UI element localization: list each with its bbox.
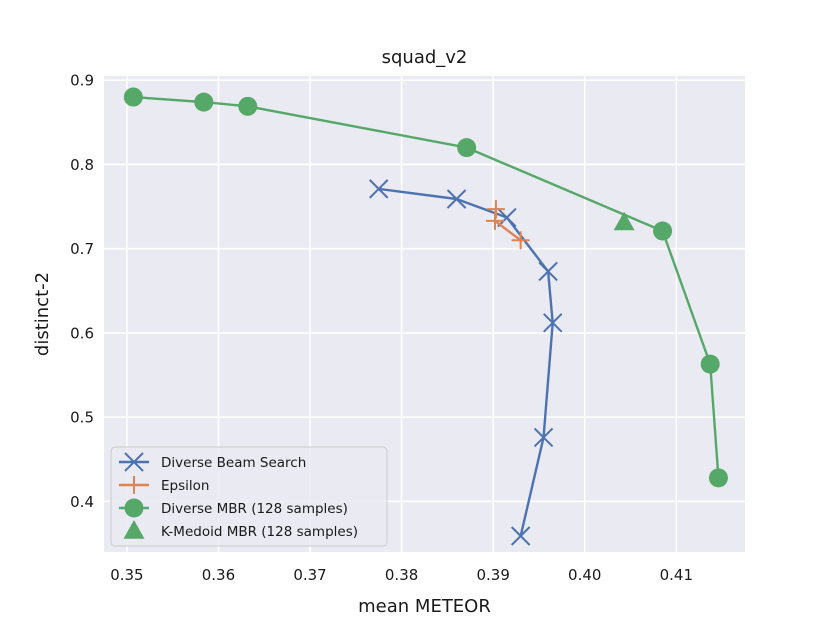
data-point — [497, 207, 517, 228]
series-layer — [123, 87, 728, 546]
data-point — [369, 179, 389, 199]
data-point — [123, 87, 143, 107]
x-axis-label: mean METEOR — [358, 596, 491, 617]
data-point — [511, 231, 530, 250]
legend-label: Diverse MBR (128 samples) — [161, 501, 348, 517]
x-tick-label: 0.40 — [568, 566, 601, 584]
marker-x-stroke — [369, 179, 389, 199]
data-point — [700, 354, 720, 374]
legend-box — [110, 446, 388, 547]
legend-marker — [124, 452, 144, 472]
legend-label: Diverse Beam Search — [161, 455, 306, 471]
x-tick-label: 0.35 — [110, 566, 143, 584]
y-tick-label: 0.4 — [70, 493, 94, 511]
legend-item: Diverse MBR (128 samples) — [119, 498, 348, 518]
legend-label: K-Medoid MBR (128 samples) — [161, 524, 358, 540]
legend-item: K-Medoid MBR (128 samples) — [123, 520, 358, 540]
data-point — [457, 138, 477, 158]
y-tick-label: 0.8 — [70, 156, 94, 174]
x-tick-label: 0.39 — [476, 566, 509, 584]
x-axis-ticks: 0.35 0.36 0.37 0.38 0.39 0.40 0.41 — [110, 566, 693, 584]
data-point — [538, 261, 558, 282]
legend-marker — [123, 520, 145, 539]
data-point — [238, 96, 258, 116]
marker-x-stroke — [533, 427, 554, 448]
data-point — [194, 92, 214, 112]
data-point — [613, 211, 635, 231]
data-point — [533, 427, 554, 448]
legend-item: Diverse Beam Search — [119, 452, 306, 472]
marker-x-stroke — [542, 313, 563, 333]
marker-x-stroke — [510, 526, 531, 546]
y-tick-label: 0.9 — [70, 72, 94, 90]
chart-title: squad_v2 — [382, 47, 468, 68]
y-axis-ticks: 0.4 0.5 0.6 0.7 0.8 0.9 — [70, 72, 94, 511]
data-point — [486, 211, 505, 230]
series-2 — [123, 87, 728, 488]
data-point — [653, 221, 673, 241]
data-point — [542, 313, 563, 333]
marker-x-stroke — [124, 452, 144, 472]
x-tick-label: 0.41 — [660, 566, 693, 584]
series-3 — [613, 211, 635, 231]
series-0 — [369, 179, 563, 546]
marker-x-stroke — [538, 261, 558, 282]
y-tick-label: 0.6 — [70, 324, 94, 342]
y-tick-label: 0.7 — [70, 240, 94, 258]
y-axis-label: distinct-2 — [32, 272, 53, 356]
legend-marker — [125, 476, 143, 494]
legend-marker — [124, 498, 144, 518]
legend-label: Epsilon — [161, 478, 209, 494]
data-point — [510, 526, 531, 546]
x-tick-label: 0.37 — [293, 566, 326, 584]
series-1 — [486, 200, 530, 250]
x-tick-label: 0.36 — [202, 566, 235, 584]
data-point — [446, 189, 467, 209]
y-tick-label: 0.5 — [70, 409, 94, 427]
data-point — [708, 468, 728, 488]
marker-x-stroke — [446, 189, 467, 209]
legend: Diverse Beam Search Epsilon Diverse MBR (1… — [110, 446, 388, 547]
x-tick-label: 0.38 — [385, 566, 418, 584]
marker-x-stroke — [497, 207, 517, 228]
legend-item: Epsilon — [119, 476, 209, 494]
